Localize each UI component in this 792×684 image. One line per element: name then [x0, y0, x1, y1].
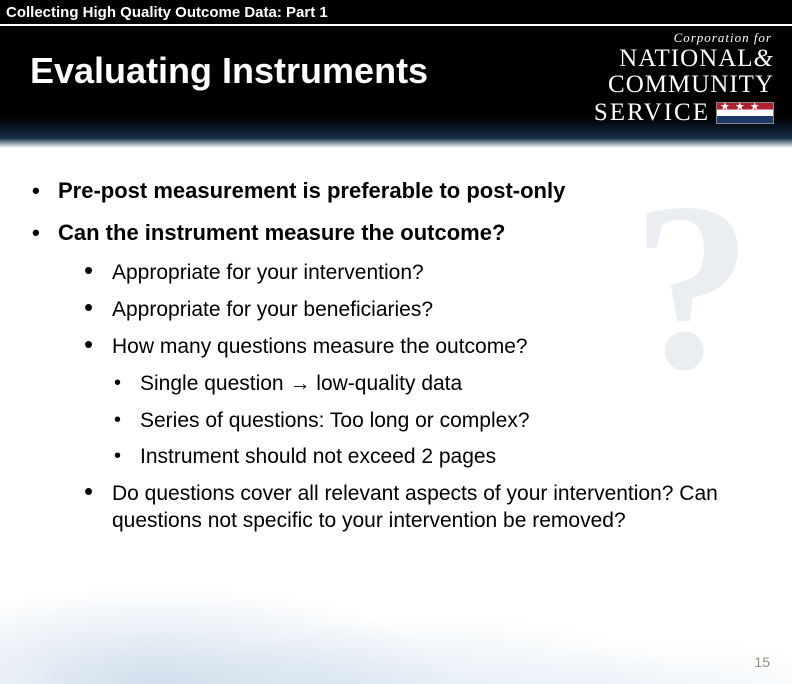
sub-how-many-questions: How many questions measure the outcome? … [58, 334, 762, 472]
sub-appropriate-intervention: Appropriate for your intervention? [58, 260, 762, 287]
subsub-series: Series of questions: Too long or complex… [112, 408, 762, 435]
subsub-two-pages: Instrument should not exceed 2 pages [112, 444, 762, 471]
sub-how-many-questions-text: How many questions measure the outcome? [112, 335, 528, 358]
sub-appropriate-beneficiaries: Appropriate for your beneficiaries? [58, 297, 762, 324]
slide-title: Evaluating Instruments [0, 26, 428, 92]
topbar-text: Collecting High Quality Outcome Data: Pa… [6, 4, 328, 21]
slide: Collecting High Quality Outcome Data: Pa… [0, 0, 792, 684]
logo-line-community: COMMUNITY [548, 72, 774, 98]
logo-line-corporation: Corporation for [548, 30, 774, 46]
slide-body: Pre-post measurement is preferable to po… [0, 148, 792, 684]
logo-line-service-row: SERVICE ★★★ [548, 99, 774, 127]
logo-national-word: NATIONAL [619, 45, 753, 72]
bullet-prepost: Pre-post measurement is preferable to po… [30, 178, 762, 204]
sub-cover-aspects: Do questions cover all relevant aspects … [58, 481, 762, 535]
logo-ampersand: & [754, 45, 774, 72]
page-number: 15 [754, 654, 770, 670]
bullet-list-level2: Appropriate for your intervention? Appro… [58, 260, 762, 535]
arrow-icon: → [289, 372, 310, 395]
subsub-single-b: low-quality data [310, 372, 462, 395]
bullet-list-level1: Pre-post measurement is preferable to po… [30, 178, 762, 535]
flag-stars-icon: ★★★ [716, 102, 774, 124]
top-bar: Collecting High Quality Outcome Data: Pa… [0, 0, 792, 26]
bullet-list-level3: Single question → low-quality data Serie… [112, 371, 762, 472]
logo-line-national: NATIONAL& [548, 46, 774, 72]
header: Evaluating Instruments Corporation for N… [0, 26, 792, 148]
subsub-single-question: Single question → low-quality data [112, 371, 762, 398]
logo-service-word: SERVICE [594, 99, 710, 127]
subsub-single-a: Single question [140, 372, 289, 395]
cncs-logo: Corporation for NATIONAL& COMMUNITY SERV… [548, 30, 774, 127]
bullet-can-measure: Can the instrument measure the outcome? … [30, 220, 762, 535]
bullet-can-measure-text: Can the instrument measure the outcome? [58, 220, 505, 245]
